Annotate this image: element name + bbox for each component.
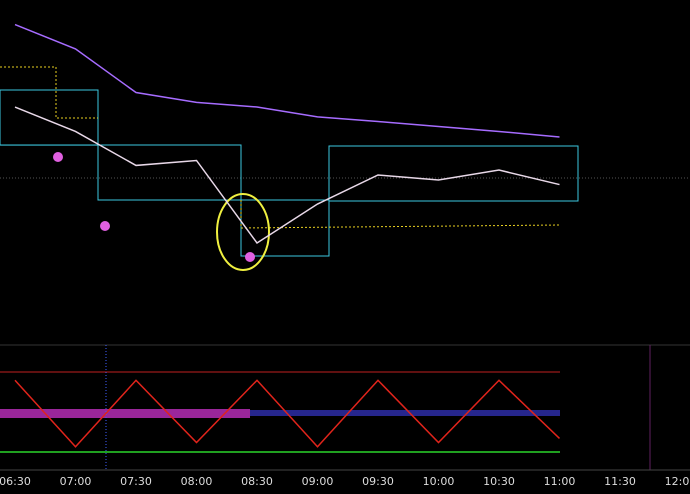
histogram-band xyxy=(250,410,560,416)
x-tick-label: 09:30 xyxy=(362,475,394,488)
signal-dot xyxy=(100,221,110,231)
histogram-band xyxy=(0,409,250,418)
x-tick-label: 10:00 xyxy=(423,475,455,488)
x-tick-label: 08:00 xyxy=(181,475,213,488)
x-tick-label: 10:30 xyxy=(483,475,515,488)
series-line xyxy=(14,379,561,448)
x-tick-label: 08:30 xyxy=(241,475,273,488)
level-line xyxy=(240,200,561,229)
series-line xyxy=(14,23,560,138)
x-tick-label: 12:00 xyxy=(665,475,690,488)
x-tick-label: 11:00 xyxy=(544,475,576,488)
range-box xyxy=(328,145,579,202)
highlight-circle xyxy=(216,193,270,271)
signal-dot xyxy=(53,152,63,162)
x-tick-label: 06:30 xyxy=(0,475,31,488)
x-tick-label: 09:00 xyxy=(302,475,334,488)
x-tick-label: 07:30 xyxy=(120,475,152,488)
level-line xyxy=(0,66,98,119)
series-line xyxy=(14,106,560,244)
range-box xyxy=(97,144,242,201)
x-tick-label: 07:00 xyxy=(60,475,92,488)
x-tick-label: 11:30 xyxy=(604,475,636,488)
signal-dot xyxy=(245,252,255,262)
